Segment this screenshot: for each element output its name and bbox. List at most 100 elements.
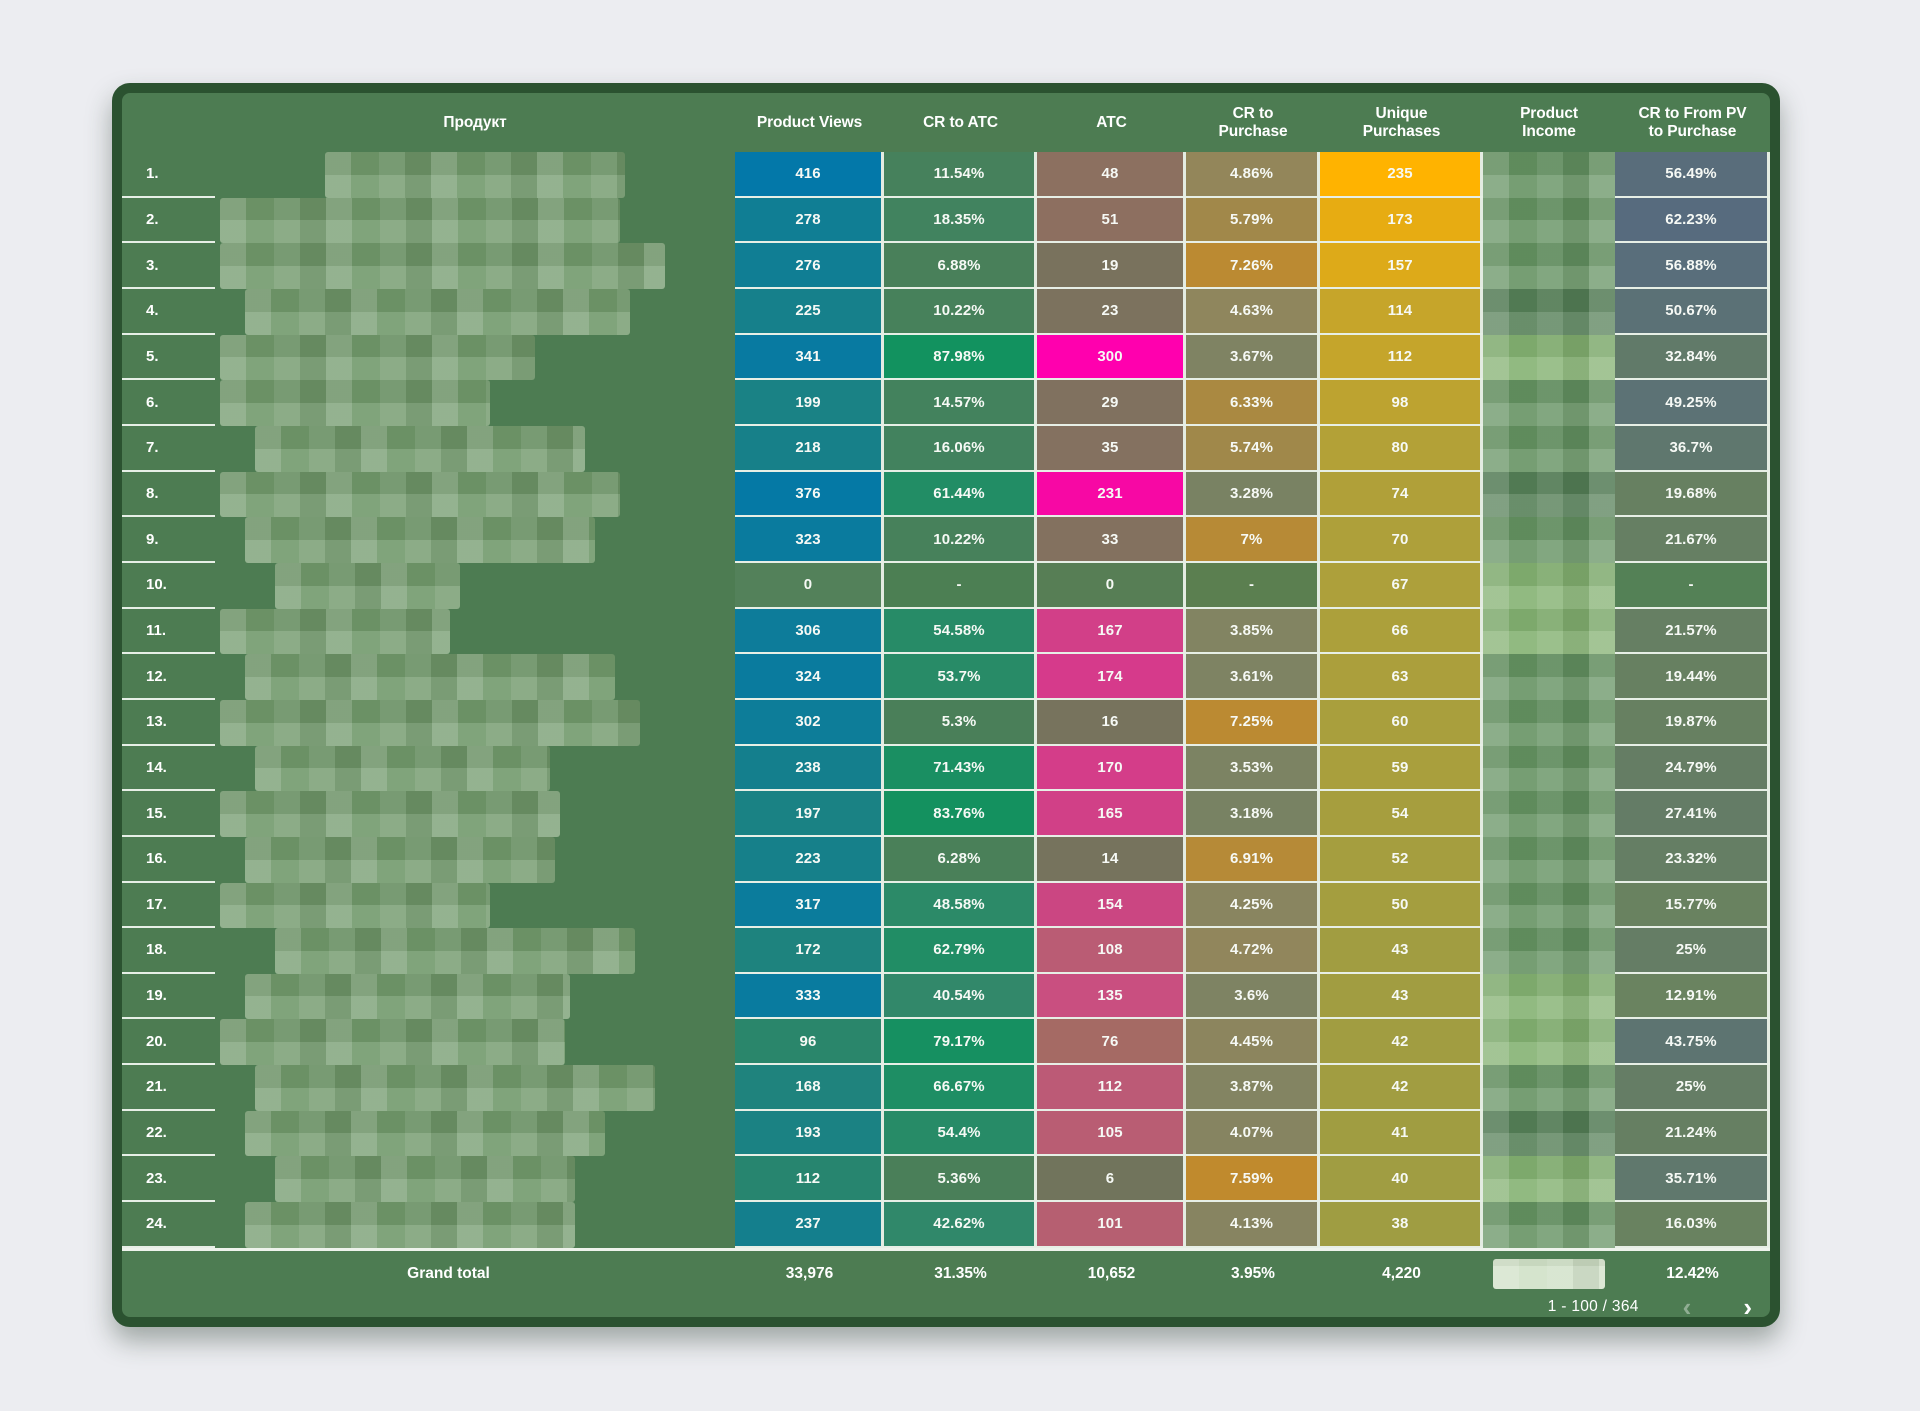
cell-product-views: 237 <box>735 1202 884 1248</box>
previous-page-button[interactable]: ‹ <box>1682 1291 1692 1322</box>
cell-unique-purchases-value: 60 <box>1320 699 1483 744</box>
row-index: 7. <box>122 426 215 472</box>
blurred-product-name <box>220 699 640 746</box>
cell-cr-pv-to-purchase: 15.77% <box>1615 882 1770 929</box>
cell-product-views: 223 <box>735 836 884 883</box>
cell-cr-pv-to-purchase-value: 36.7% <box>1615 425 1770 470</box>
cell-cr-pv-to-purchase-value: 43.75% <box>1615 1019 1770 1064</box>
table-row: 4. 225 10.22% 23 4.63% 114 50.67% <box>122 288 1770 335</box>
cell-atc-value: 23 <box>1037 288 1186 333</box>
table-row: 17. 317 48.58% 154 4.25% 50 15.77% <box>122 882 1770 929</box>
next-page-button[interactable]: › <box>1743 1291 1752 1322</box>
cell-unique-purchases: 173 <box>1320 197 1483 244</box>
cell-atc-value: 6 <box>1037 1156 1186 1201</box>
table-row: 13. 302 5.3% 16 7.25% 60 19.87% <box>122 699 1770 746</box>
cell-cr-to-atc: 5.3% <box>884 699 1037 746</box>
blurred-product-name <box>255 745 550 792</box>
cell-product-views: 199 <box>735 380 884 426</box>
cell-cr-to-purchase: 3.61% <box>1186 654 1320 700</box>
table-row: 2. 278 18.35% 51 5.79% 173 62.23% <box>122 197 1770 244</box>
blurred-income-value <box>1483 517 1615 563</box>
cell-product-name-redacted <box>215 608 735 655</box>
row-index: 20. <box>122 1019 215 1066</box>
cell-cr-pv-to-purchase-value: 62.23% <box>1615 197 1770 242</box>
blurred-income-value <box>1483 380 1615 426</box>
column-header-product_views[interactable]: Product Views <box>756 113 863 131</box>
cell-cr-to-purchase: 3.6% <box>1186 973 1320 1020</box>
cell-cr-pv-to-purchase: 56.88% <box>1615 243 1770 289</box>
cell-unique-purchases-value: 80 <box>1320 425 1483 470</box>
cell-unique-purchases-value: 70 <box>1320 517 1483 561</box>
cell-product-views: 96 <box>735 1019 884 1066</box>
cell-cr-to-purchase: 3.53% <box>1186 745 1320 792</box>
cell-product-views-value: 323 <box>735 517 884 561</box>
column-header-unique_purchases[interactable]: Unique Purchases <box>1362 104 1441 140</box>
row-index: 2. <box>122 198 215 244</box>
cell-cr-to-purchase: 3.28% <box>1186 471 1320 518</box>
cell-product-income-redacted <box>1483 471 1615 518</box>
blurred-product-name <box>275 1156 575 1203</box>
cell-product-views-value: 238 <box>735 745 884 790</box>
cell-product-income-redacted <box>1483 425 1615 472</box>
cell-cr-pv-to-purchase-value: 25% <box>1615 1065 1770 1109</box>
cell-cr-to-atc-value: 54.58% <box>884 608 1037 653</box>
cell-cr-pv-to-purchase-value: 56.88% <box>1615 243 1770 287</box>
blurred-income-value <box>1483 973 1615 1020</box>
grand-total-unique-purchases: 4,220 <box>1382 1264 1421 1282</box>
cell-product-views-value: 306 <box>735 608 884 653</box>
blurred-product-name <box>245 654 615 700</box>
blurred-income-value <box>1483 1019 1615 1066</box>
column-header-cr_pv_to_purchase[interactable]: CR to From PV to Purchase <box>1638 104 1747 140</box>
cell-cr-pv-to-purchase: 25% <box>1615 928 1770 974</box>
row-index: 21. <box>122 1065 215 1111</box>
cell-product-views: 218 <box>735 425 884 472</box>
row-index: 11. <box>122 609 215 655</box>
cell-atc: 101 <box>1037 1202 1186 1248</box>
cell-cr-to-atc-value: 42.62% <box>884 1202 1037 1246</box>
row-index: 15. <box>122 791 215 837</box>
cell-cr-to-purchase-value: 3.18% <box>1186 791 1320 835</box>
cell-cr-to-atc-value: 53.7% <box>884 654 1037 698</box>
blurred-product-name <box>245 836 555 883</box>
column-header-atc[interactable]: ATC <box>1096 113 1127 131</box>
table-row: 15. 197 83.76% 165 3.18% 54 27.41% <box>122 791 1770 837</box>
cell-cr-to-atc: 83.76% <box>884 791 1037 837</box>
cell-product-views: 276 <box>735 243 884 289</box>
cell-product-income-redacted <box>1483 882 1615 929</box>
blurred-product-name <box>245 973 570 1020</box>
blurred-income-value <box>1483 1202 1615 1248</box>
cell-product-income-redacted <box>1483 973 1615 1020</box>
column-header-cr_to_atc[interactable]: CR to ATC <box>923 113 998 131</box>
cell-product-views-value: 199 <box>735 380 884 424</box>
blurred-income-value <box>1483 425 1615 472</box>
cell-cr-to-atc: 6.28% <box>884 836 1037 883</box>
cell-cr-pv-to-purchase: 50.67% <box>1615 288 1770 335</box>
cell-unique-purchases-value: 43 <box>1320 973 1483 1018</box>
cell-cr-pv-to-purchase-value: 35.71% <box>1615 1156 1770 1201</box>
cell-atc-value: 231 <box>1037 471 1186 516</box>
cell-cr-to-purchase-value: 3.67% <box>1186 334 1320 379</box>
cell-unique-purchases-value: 42 <box>1320 1065 1483 1109</box>
cell-unique-purchases: 54 <box>1320 791 1483 837</box>
cell-cr-to-atc-value: 10.22% <box>884 517 1037 561</box>
table-body: 1. 416 11.54% 48 4.86% 235 56.49% 2. 278 18.35% 51… <box>122 152 1770 1248</box>
cell-cr-to-purchase: 3.85% <box>1186 608 1320 655</box>
cell-cr-to-atc: 79.17% <box>884 1019 1037 1066</box>
table-row: 20. 96 79.17% 76 4.45% 42 43.75% <box>122 1019 1770 1066</box>
cell-cr-to-purchase-value: - <box>1186 562 1320 607</box>
cell-atc: 35 <box>1037 425 1186 472</box>
column-header-product_income[interactable]: Product Income <box>1520 104 1578 140</box>
cell-product-name-redacted <box>215 243 735 289</box>
column-header-product[interactable]: Продукт <box>443 113 507 131</box>
cell-cr-pv-to-purchase: 19.87% <box>1615 699 1770 746</box>
cell-product-views: 172 <box>735 928 884 974</box>
cell-cr-pv-to-purchase-value: 19.68% <box>1615 471 1770 516</box>
cell-cr-to-atc-value: 87.98% <box>884 334 1037 379</box>
cell-product-name-redacted <box>215 699 735 746</box>
column-header-cr_to_purchase[interactable]: CR to Purchase <box>1218 104 1288 140</box>
cell-cr-to-purchase: 4.86% <box>1186 152 1320 198</box>
blurred-income-value <box>1483 791 1615 837</box>
row-index: 8. <box>122 472 215 518</box>
cell-cr-to-purchase-value: 7.25% <box>1186 699 1320 744</box>
table-row: 22. 193 54.4% 105 4.07% 41 21.24% <box>122 1110 1770 1157</box>
